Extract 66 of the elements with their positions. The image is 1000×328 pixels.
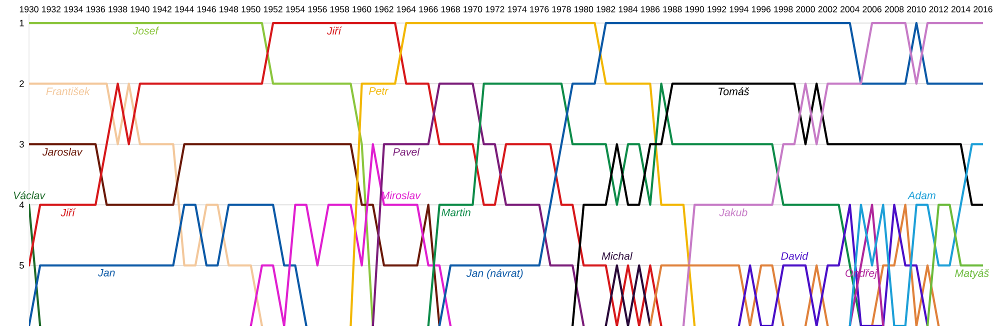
x-tick-label: 1950 <box>242 6 260 12</box>
y-tick-label: 1 <box>20 20 24 26</box>
series-label: Matyáš <box>955 269 989 280</box>
x-tick-label: 1998 <box>774 6 793 12</box>
x-tick-label: 1952 <box>264 6 282 12</box>
x-tick-label: 1954 <box>286 6 305 12</box>
x-tick-label: 1988 <box>663 6 682 12</box>
series-label: Michal <box>602 252 633 260</box>
series-label: Jaroslav <box>42 148 83 156</box>
x-tick-label: 1966 <box>419 6 438 12</box>
x-tick-label: 1942 <box>153 6 172 12</box>
series-label: David <box>781 252 808 260</box>
x-tick-label: 1996 <box>752 6 771 12</box>
x-tick-label: 1978 <box>552 6 571 12</box>
y-tick-label: 2 <box>20 80 24 87</box>
x-tick-label: 1934 <box>64 6 83 12</box>
x-tick-label: 1984 <box>618 6 638 12</box>
x-tick-label: 2014 <box>951 6 970 12</box>
series-label: Tomáš <box>718 87 750 96</box>
x-tick-label: 1968 <box>441 6 460 12</box>
x-tick-label: 1974 <box>508 6 527 12</box>
x-tick-label: 1944 <box>175 6 194 12</box>
x-tick-label: 1960 <box>352 6 372 12</box>
series-label: Václav <box>14 191 46 200</box>
y-tick-label: 3 <box>19 140 24 148</box>
x-tick-label: 1976 <box>530 6 549 12</box>
x-tick-label: 1938 <box>108 6 128 12</box>
series-label: Petr <box>368 87 389 95</box>
x-tick-label: 1970 <box>464 6 482 12</box>
x-tick-label: 2006 <box>862 6 882 12</box>
series-label: František <box>46 87 90 96</box>
x-tick-label: 2012 <box>929 6 948 12</box>
series-label: Jakub <box>719 208 748 216</box>
x-tick-label: 1972 <box>486 6 504 12</box>
x-tick-label: 1948 <box>220 6 238 12</box>
y-tick-label: 4 <box>19 202 24 208</box>
series-label: Jan <box>98 269 115 276</box>
x-tick-label: 1994 <box>730 6 748 12</box>
x-tick-label: 1956 <box>308 6 327 12</box>
x-tick-label: 2008 <box>884 6 904 12</box>
x-tick-label: 2000 <box>796 6 815 12</box>
x-tick-label: 1930 <box>20 6 38 12</box>
series-label: Jan (návrat) <box>466 269 523 280</box>
y-tick-label: 5 <box>19 262 24 269</box>
x-tick-label: 1990 <box>685 6 704 12</box>
x-tick-label: 1992 <box>708 6 726 12</box>
series-label: Jiří <box>60 208 76 216</box>
series-label: Adam <box>908 191 936 200</box>
x-tick-label: 2004 <box>840 6 860 12</box>
x-tick-label: 1958 <box>330 6 350 12</box>
x-tick-label: 1946 <box>197 6 216 12</box>
x-tick-label: 1940 <box>130 6 150 12</box>
x-tick-label: 1980 <box>574 6 594 12</box>
annotation: Jiří <box>326 26 342 35</box>
x-tick-label: 1962 <box>374 6 394 12</box>
series-label: Pavel <box>393 148 420 156</box>
x-tick-label: 2002 <box>818 6 838 12</box>
x-tick-label: 1986 <box>641 6 660 12</box>
x-tick-label: 1982 <box>596 6 616 12</box>
series-label: Josef <box>132 26 160 35</box>
series-label: Martin <box>442 208 470 216</box>
x-tick-label: 1936 <box>86 6 105 12</box>
x-tick-label: 2016 <box>974 6 992 12</box>
x-tick-label: 1964 <box>397 6 416 12</box>
x-tick-label: 1932 <box>42 6 61 12</box>
x-tick-label: 2010 <box>907 6 926 12</box>
